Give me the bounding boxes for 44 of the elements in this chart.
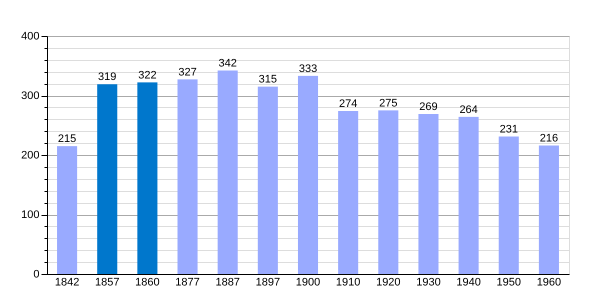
bar: [418, 114, 438, 274]
y-tick-label: 100: [21, 209, 40, 221]
bar: [498, 136, 519, 274]
x-tick-label: 1950: [496, 276, 522, 288]
bar: [538, 145, 559, 274]
bar: [258, 86, 278, 274]
data-label: 264: [459, 104, 478, 116]
bar: [298, 76, 318, 274]
x-tick-label: 1920: [376, 276, 401, 288]
y-tick-label: 200: [21, 150, 40, 162]
data-label: 322: [138, 69, 157, 82]
bar: [178, 79, 198, 274]
bar: [218, 70, 238, 274]
x-tick-label: 1887: [215, 276, 240, 288]
bar: [458, 116, 479, 274]
x-tick-label: 1877: [175, 276, 200, 288]
data-label: 333: [298, 62, 318, 75]
data-label: 215: [58, 133, 76, 146]
x-tick-label: 1860: [135, 276, 160, 288]
y-tick-label: 300: [21, 90, 40, 102]
y-tick-label: 0: [33, 268, 40, 280]
data-label: 269: [419, 100, 438, 113]
data-label: 216: [540, 132, 558, 144]
x-tick-label: 1900: [296, 276, 320, 288]
data-label: 327: [178, 66, 197, 78]
x-tick-label: 1940: [456, 276, 481, 288]
x-tick-label: 1857: [94, 276, 120, 288]
x-tick-label: 1910: [336, 276, 360, 288]
bar: [378, 110, 398, 274]
bar: [97, 84, 118, 274]
bar: [338, 110, 358, 274]
data-label: 275: [379, 97, 398, 110]
x-tick-label: 1842: [54, 276, 80, 288]
data-label: 315: [258, 74, 278, 86]
x-tick-label: 1930: [416, 276, 441, 288]
x-tick-label: 1897: [256, 276, 280, 288]
data-label: 319: [98, 71, 116, 84]
data-label: 231: [500, 124, 518, 136]
y-tick-label: 400: [21, 30, 40, 42]
data-label: 342: [218, 58, 237, 70]
bar: [57, 146, 78, 274]
bar: [137, 82, 158, 274]
x-tick-label: 1960: [536, 276, 562, 288]
data-label: 274: [338, 98, 358, 110]
